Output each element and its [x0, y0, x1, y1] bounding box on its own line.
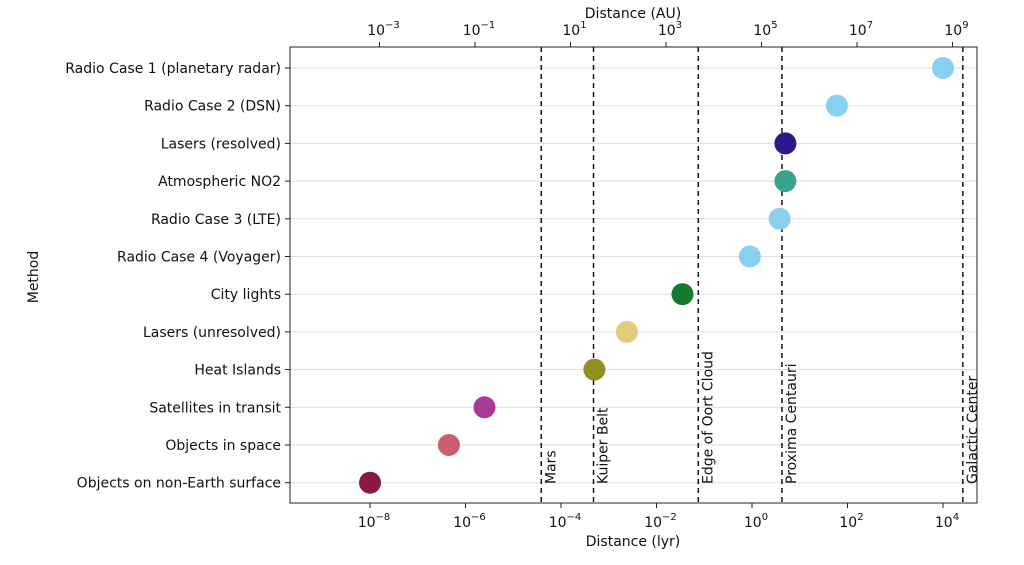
category-labels: Radio Case 1 (planetary radar) Radio Case…: [65, 61, 281, 492]
data-point: [473, 396, 496, 419]
y-axis-title: Method: [26, 251, 42, 304]
category-label: Radio Case 2 (DSN): [144, 99, 281, 115]
x-tick-label: 10−6: [453, 512, 486, 531]
x2-tick-label: 107: [849, 20, 873, 39]
category-label: Radio Case 4 (Voyager): [117, 250, 281, 266]
x2-tick-label: 105: [753, 20, 777, 39]
data-points: [359, 57, 954, 494]
x-tick-label: 102: [839, 512, 863, 531]
x2-tick-label: 101: [562, 20, 586, 39]
data-point: [774, 170, 797, 193]
category-label: City lights: [211, 287, 281, 303]
data-point: [738, 245, 761, 268]
category-label: Heat Islands: [194, 363, 281, 379]
x2-tick-label: 103: [658, 20, 682, 39]
category-label: Satellites in transit: [149, 400, 281, 416]
x-tick-label: 10−8: [358, 512, 391, 531]
category-label: Objects on non-Earth surface: [77, 476, 281, 492]
category-label: Lasers (resolved): [161, 136, 281, 152]
data-point: [768, 207, 791, 230]
data-point: [615, 320, 638, 343]
x2-tick-label: 109: [944, 20, 968, 39]
data-point: [932, 57, 954, 79]
x2-tick-label: 10−1: [463, 20, 496, 39]
reference-lines: Mars Kuiper Belt Edge of Oort Cloud Proxima…: [540, 47, 981, 503]
x-tick-label: 10−2: [644, 512, 677, 531]
axes: 10−8 10−6 10−4 10−2 100 102 104 10−3 10−1 101 103 1…: [285, 20, 969, 531]
x2-tick-label: 10−3: [367, 20, 400, 39]
data-point: [359, 471, 381, 494]
plot-frame: [289, 46, 978, 504]
reference-line-label: Edge of Oort Cloud: [700, 351, 716, 484]
data-point: [825, 94, 848, 117]
data-point: [583, 358, 606, 381]
category-label: Atmospheric NO2: [158, 174, 281, 190]
category-label: Radio Case 3 (LTE): [151, 212, 281, 228]
x-axis-title: Distance (lyr): [586, 534, 681, 550]
data-point: [437, 434, 460, 456]
reference-line-label: Kuiper Belt: [596, 407, 612, 484]
category-label: Objects in space: [165, 438, 281, 454]
reference-line-label: Galactic Center: [965, 376, 981, 484]
reference-line-label: Mars: [543, 450, 559, 484]
reference-line-label: Proxima Centauri: [784, 364, 800, 484]
x-tick-label: 10−4: [549, 512, 582, 531]
x2-axis-title: Distance (AU): [585, 6, 681, 22]
x-tick-label: 100: [744, 512, 768, 531]
category-label: Radio Case 1 (planetary radar): [65, 61, 281, 77]
data-point: [671, 283, 694, 306]
category-label: Lasers (unresolved): [143, 325, 281, 341]
data-point: [774, 132, 797, 155]
x-tick-label: 104: [935, 512, 959, 531]
grid-layer: [290, 67, 977, 484]
